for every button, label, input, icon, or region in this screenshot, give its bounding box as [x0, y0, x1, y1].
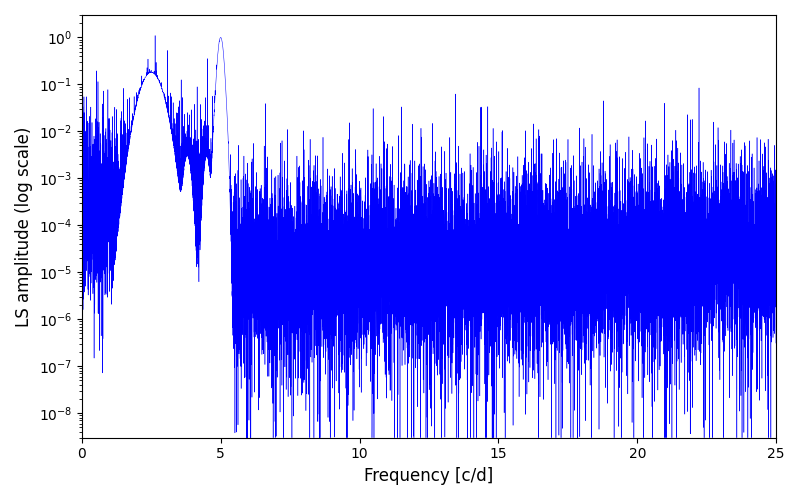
- Y-axis label: LS amplitude (log scale): LS amplitude (log scale): [15, 126, 33, 326]
- X-axis label: Frequency [c/d]: Frequency [c/d]: [364, 467, 494, 485]
